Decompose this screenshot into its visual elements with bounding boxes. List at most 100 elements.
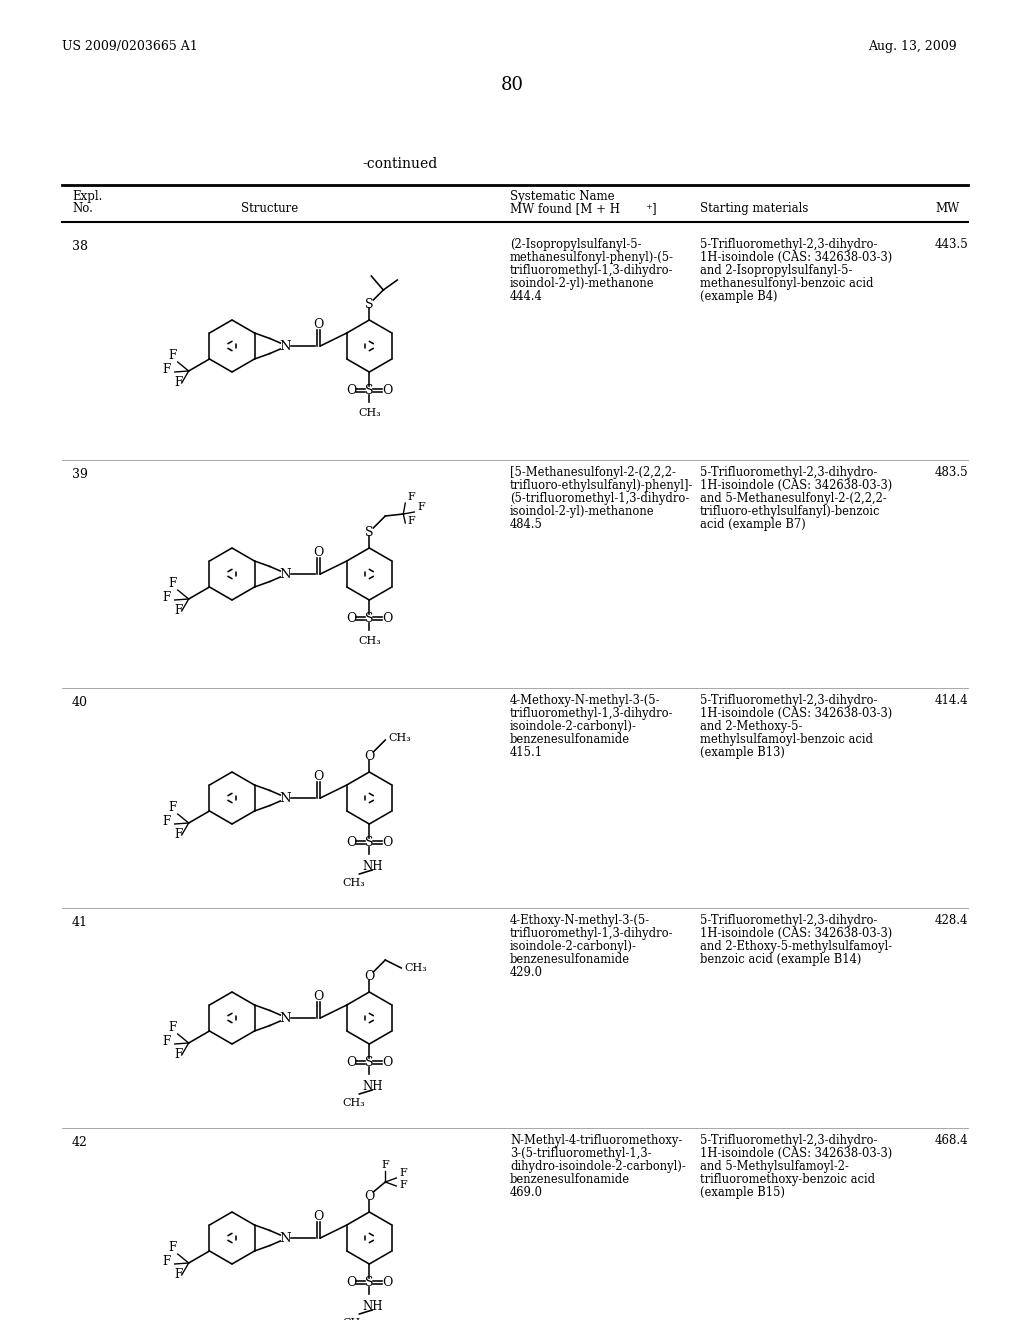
- Text: CH₃: CH₃: [358, 408, 381, 418]
- Text: benzenesulfonamide: benzenesulfonamide: [510, 733, 630, 746]
- Text: CH₃: CH₃: [342, 1317, 365, 1320]
- Text: 5-Trifluoromethyl-2,3-dihydro-: 5-Trifluoromethyl-2,3-dihydro-: [700, 1134, 878, 1147]
- Text: methylsulfamoyl-benzoic acid: methylsulfamoyl-benzoic acid: [700, 733, 873, 746]
- Text: benzenesulfonamide: benzenesulfonamide: [510, 953, 630, 966]
- Text: [5-Methanesulfonyl-2-(2,2,2-: [5-Methanesulfonyl-2-(2,2,2-: [510, 466, 676, 479]
- Text: 444.4: 444.4: [510, 290, 543, 304]
- Text: (example B15): (example B15): [700, 1185, 785, 1199]
- Text: F: F: [169, 348, 177, 362]
- Text: O: O: [346, 1056, 356, 1068]
- Text: 80: 80: [501, 77, 523, 94]
- Text: F: F: [163, 591, 171, 605]
- Text: N: N: [280, 339, 291, 352]
- Text: N: N: [280, 1011, 291, 1024]
- Text: benzenesulfonamide: benzenesulfonamide: [510, 1173, 630, 1185]
- Text: 1H-isoindole (CAS: 342638-03-3): 1H-isoindole (CAS: 342638-03-3): [700, 251, 892, 264]
- Text: F: F: [169, 577, 177, 590]
- Text: 1H-isoindole (CAS: 342638-03-3): 1H-isoindole (CAS: 342638-03-3): [700, 479, 892, 492]
- Text: CH₃: CH₃: [404, 964, 427, 973]
- Text: 415.1: 415.1: [510, 746, 543, 759]
- Text: isoindole-2-carbonyl)-: isoindole-2-carbonyl)-: [510, 940, 637, 953]
- Text: S: S: [365, 384, 374, 396]
- Text: F: F: [399, 1168, 408, 1177]
- Text: F: F: [408, 516, 415, 525]
- Text: (2-Isopropylsulfanyl-5-: (2-Isopropylsulfanyl-5-: [510, 238, 641, 251]
- Text: S: S: [365, 1275, 374, 1288]
- Text: MW found [M + H: MW found [M + H: [510, 202, 620, 215]
- Text: dihydro-isoindole-2-carbonyl)-: dihydro-isoindole-2-carbonyl)-: [510, 1160, 686, 1173]
- Text: and 2-Isopropylsulfanyl-5-: and 2-Isopropylsulfanyl-5-: [700, 264, 852, 277]
- Text: 5-Trifluoromethyl-2,3-dihydro-: 5-Trifluoromethyl-2,3-dihydro-: [700, 238, 878, 251]
- Text: CH₃: CH₃: [388, 733, 411, 743]
- Text: 468.4: 468.4: [935, 1134, 969, 1147]
- Text: (5-trifluoromethyl-1,3-dihydro-: (5-trifluoromethyl-1,3-dihydro-: [510, 492, 689, 506]
- Text: 443.5: 443.5: [935, 238, 969, 251]
- Text: ]: ]: [651, 202, 655, 215]
- Text: trifluoromethyl-1,3-dihydro-: trifluoromethyl-1,3-dihydro-: [510, 264, 674, 277]
- Text: isoindole-2-carbonyl)-: isoindole-2-carbonyl)-: [510, 719, 637, 733]
- Text: 42: 42: [72, 1137, 88, 1148]
- Text: S: S: [365, 297, 374, 310]
- Text: F: F: [169, 1020, 177, 1034]
- Text: 38: 38: [72, 240, 88, 253]
- Text: 1H-isoindole (CAS: 342638-03-3): 1H-isoindole (CAS: 342638-03-3): [700, 1147, 892, 1160]
- Text: 429.0: 429.0: [510, 966, 543, 979]
- Text: 41: 41: [72, 916, 88, 929]
- Text: 484.5: 484.5: [510, 517, 543, 531]
- Text: Structure: Structure: [242, 202, 299, 215]
- Text: O: O: [382, 1056, 392, 1068]
- Text: NH: NH: [362, 1080, 383, 1093]
- Text: O: O: [313, 318, 324, 330]
- Text: S: S: [365, 1056, 374, 1068]
- Text: 5-Trifluoromethyl-2,3-dihydro-: 5-Trifluoromethyl-2,3-dihydro-: [700, 913, 878, 927]
- Text: O: O: [365, 969, 375, 982]
- Text: 483.5: 483.5: [935, 466, 969, 479]
- Text: F: F: [418, 502, 425, 512]
- Text: and 2-Methoxy-5-: and 2-Methoxy-5-: [700, 719, 803, 733]
- Text: 1H-isoindole (CAS: 342638-03-3): 1H-isoindole (CAS: 342638-03-3): [700, 708, 892, 719]
- Text: CH₃: CH₃: [358, 636, 381, 645]
- Text: F: F: [408, 492, 415, 502]
- Text: 4-Methoxy-N-methyl-3-(5-: 4-Methoxy-N-methyl-3-(5-: [510, 694, 660, 708]
- Text: trifluoromethoxy-benzoic acid: trifluoromethoxy-benzoic acid: [700, 1173, 876, 1185]
- Text: O: O: [382, 384, 392, 396]
- Text: and 5-Methanesulfonyl-2-(2,2,2-: and 5-Methanesulfonyl-2-(2,2,2-: [700, 492, 887, 506]
- Text: 414.4: 414.4: [935, 694, 969, 708]
- Text: Expl.: Expl.: [72, 190, 102, 203]
- Text: S: S: [365, 611, 374, 624]
- Text: acid (example B7): acid (example B7): [700, 517, 806, 531]
- Text: F: F: [163, 814, 171, 828]
- Text: F: F: [169, 801, 177, 814]
- Text: 469.0: 469.0: [510, 1185, 543, 1199]
- Text: N: N: [280, 1232, 291, 1245]
- Text: N: N: [280, 792, 291, 804]
- Text: 5-Trifluoromethyl-2,3-dihydro-: 5-Trifluoromethyl-2,3-dihydro-: [700, 466, 878, 479]
- Text: F: F: [163, 1035, 171, 1048]
- Text: 39: 39: [72, 469, 88, 480]
- Text: 1H-isoindole (CAS: 342638-03-3): 1H-isoindole (CAS: 342638-03-3): [700, 927, 892, 940]
- Text: O: O: [313, 990, 324, 1002]
- Text: Systematic Name: Systematic Name: [510, 190, 614, 203]
- Text: Aug. 13, 2009: Aug. 13, 2009: [868, 40, 956, 53]
- Text: N: N: [280, 568, 291, 581]
- Text: F: F: [174, 1269, 183, 1280]
- Text: trifluoromethyl-1,3-dihydro-: trifluoromethyl-1,3-dihydro-: [510, 927, 674, 940]
- Text: (example B4): (example B4): [700, 290, 777, 304]
- Text: and 5-Methylsulfamoyl-2-: and 5-Methylsulfamoyl-2-: [700, 1160, 849, 1173]
- Text: O: O: [365, 1189, 375, 1203]
- Text: O: O: [346, 384, 356, 396]
- Text: 4-Ethoxy-N-methyl-3-(5-: 4-Ethoxy-N-methyl-3-(5-: [510, 913, 650, 927]
- Text: +: +: [645, 203, 652, 211]
- Text: (example B13): (example B13): [700, 746, 784, 759]
- Text: S: S: [365, 525, 374, 539]
- Text: F: F: [163, 363, 171, 376]
- Text: O: O: [365, 750, 375, 763]
- Text: O: O: [346, 1275, 356, 1288]
- Text: 428.4: 428.4: [935, 913, 969, 927]
- Text: US 2009/0203665 A1: US 2009/0203665 A1: [62, 40, 198, 53]
- Text: methanesulfonyl-benzoic acid: methanesulfonyl-benzoic acid: [700, 277, 873, 290]
- Text: F: F: [174, 1048, 183, 1061]
- Text: methanesulfonyl-phenyl)-(5-: methanesulfonyl-phenyl)-(5-: [510, 251, 674, 264]
- Text: F: F: [169, 1241, 177, 1254]
- Text: N-Methyl-4-trifluoromethoxy-: N-Methyl-4-trifluoromethoxy-: [510, 1134, 682, 1147]
